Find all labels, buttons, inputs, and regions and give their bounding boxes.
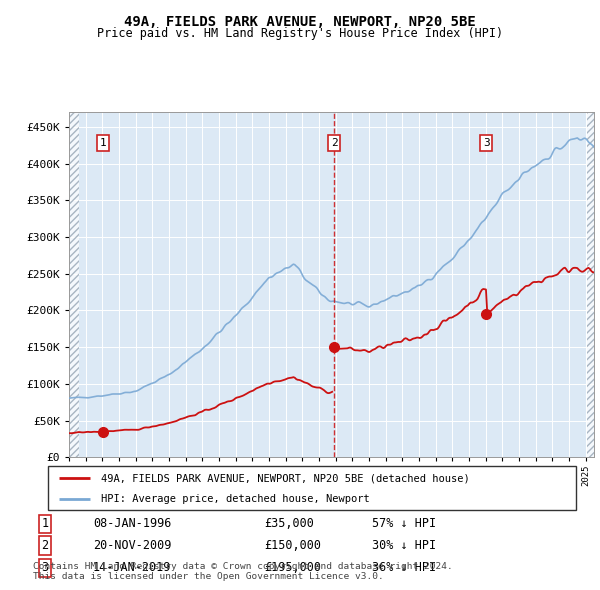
Text: Contains HM Land Registry data © Crown copyright and database right 2024.
This d: Contains HM Land Registry data © Crown c… [33, 562, 453, 581]
Text: 49A, FIELDS PARK AVENUE, NEWPORT, NP20 5BE (detached house): 49A, FIELDS PARK AVENUE, NEWPORT, NP20 5… [101, 474, 470, 483]
Text: £35,000: £35,000 [264, 517, 314, 530]
Text: 3: 3 [41, 561, 49, 575]
Text: 36% ↓ HPI: 36% ↓ HPI [372, 561, 436, 575]
Text: £195,000: £195,000 [264, 561, 321, 575]
Text: HPI: Average price, detached house, Newport: HPI: Average price, detached house, Newp… [101, 494, 370, 504]
Text: 30% ↓ HPI: 30% ↓ HPI [372, 539, 436, 552]
FancyBboxPatch shape [48, 466, 576, 510]
Text: £150,000: £150,000 [264, 539, 321, 552]
Text: 2: 2 [331, 138, 337, 148]
Text: 1: 1 [41, 517, 49, 530]
Text: 57% ↓ HPI: 57% ↓ HPI [372, 517, 436, 530]
Text: 20-NOV-2009: 20-NOV-2009 [93, 539, 172, 552]
Text: 3: 3 [483, 138, 490, 148]
Text: Price paid vs. HM Land Registry's House Price Index (HPI): Price paid vs. HM Land Registry's House … [97, 27, 503, 40]
Bar [587, 112, 596, 457]
Text: 14-JAN-2019: 14-JAN-2019 [93, 561, 172, 575]
Text: 08-JAN-1996: 08-JAN-1996 [93, 517, 172, 530]
Bar [69, 112, 79, 457]
Text: 2: 2 [41, 539, 49, 552]
Text: 1: 1 [100, 138, 106, 148]
Text: 49A, FIELDS PARK AVENUE, NEWPORT, NP20 5BE: 49A, FIELDS PARK AVENUE, NEWPORT, NP20 5… [124, 15, 476, 29]
